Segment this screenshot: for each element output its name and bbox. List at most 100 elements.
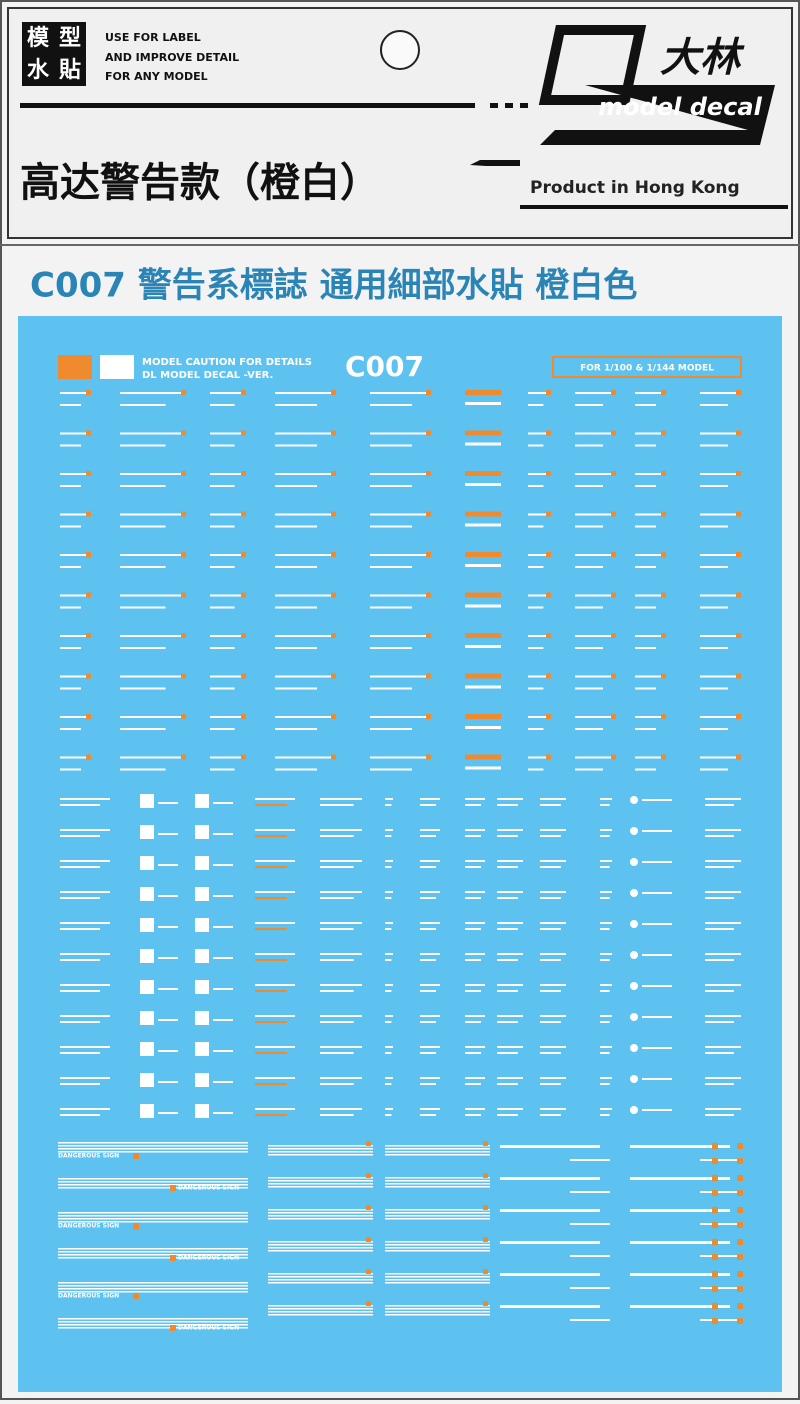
decal-mark bbox=[140, 825, 154, 839]
decal-mark bbox=[465, 1108, 485, 1110]
decal-mark bbox=[60, 473, 90, 475]
decal-mark bbox=[320, 953, 362, 955]
decal-mark bbox=[546, 633, 551, 638]
decal-mark bbox=[611, 592, 616, 598]
decal-mark bbox=[195, 949, 209, 963]
title-accent bbox=[470, 160, 520, 166]
decal-mark bbox=[635, 594, 665, 597]
decal-mark bbox=[570, 1159, 610, 1161]
decal-mark bbox=[366, 1237, 371, 1242]
decal-mark bbox=[58, 1324, 248, 1326]
decal-mark bbox=[700, 1191, 740, 1193]
decal-mark bbox=[268, 1151, 373, 1153]
decal-mark bbox=[630, 1241, 730, 1244]
decal-mark bbox=[600, 1083, 610, 1085]
decal-mark bbox=[497, 953, 523, 955]
decal-mark bbox=[58, 1142, 248, 1144]
decal-mark bbox=[570, 1223, 610, 1225]
decal-mark bbox=[712, 1143, 718, 1149]
decal-mark bbox=[500, 1209, 600, 1212]
decal-mark bbox=[331, 430, 336, 436]
decal-mark bbox=[385, 1218, 490, 1220]
decal-mark bbox=[600, 798, 612, 800]
decal-mark bbox=[465, 471, 501, 476]
decal-mark bbox=[497, 891, 523, 893]
decal-mark bbox=[575, 687, 603, 690]
decal-mark bbox=[275, 728, 317, 730]
decal-mark bbox=[268, 1212, 373, 1214]
decal-mark bbox=[497, 928, 518, 930]
decal-mark bbox=[255, 1052, 287, 1054]
decal-mark bbox=[700, 768, 728, 771]
decal-mark bbox=[500, 1305, 600, 1308]
decal-mark bbox=[465, 891, 485, 893]
decal-mark bbox=[140, 794, 154, 808]
decal-mark bbox=[420, 1021, 436, 1023]
decal-mark bbox=[195, 887, 209, 901]
decal-mark bbox=[320, 959, 354, 961]
decal-mark bbox=[385, 1077, 393, 1079]
decal-mark bbox=[736, 754, 741, 760]
decal-mark bbox=[661, 471, 666, 476]
logo-cn: 大林 bbox=[660, 35, 745, 81]
decal-mark bbox=[737, 1239, 743, 1245]
badge-char: 型 bbox=[59, 26, 81, 51]
decal-mark bbox=[255, 990, 287, 992]
decal-mark bbox=[213, 1081, 233, 1083]
decal-mark bbox=[575, 756, 615, 759]
decal-mark bbox=[385, 866, 392, 868]
decal-mark bbox=[575, 432, 615, 435]
decal-mark bbox=[420, 891, 440, 893]
decal-mark bbox=[737, 1222, 743, 1228]
decal-mark bbox=[575, 485, 603, 487]
decal-mark bbox=[275, 716, 335, 718]
decal-mark bbox=[320, 1021, 354, 1023]
decal-mark bbox=[60, 513, 90, 516]
decal-mark bbox=[58, 1288, 248, 1290]
title: 高达警告款（橙白） bbox=[20, 160, 380, 206]
decal-mark bbox=[370, 756, 430, 759]
decal-mark bbox=[120, 606, 166, 609]
decal-mark bbox=[700, 432, 740, 435]
decal-mark bbox=[60, 1015, 110, 1017]
decal-mark bbox=[611, 673, 616, 679]
decal-mark bbox=[86, 754, 91, 760]
decal-mark bbox=[661, 511, 666, 517]
decal-mark bbox=[705, 959, 734, 961]
decal-mark bbox=[255, 829, 295, 831]
decal-mark bbox=[120, 675, 185, 678]
badge-char: 貼 bbox=[59, 57, 81, 83]
decal-mark bbox=[60, 953, 110, 955]
decal-mark bbox=[275, 404, 317, 406]
decal-mark bbox=[497, 922, 523, 924]
decal-mark bbox=[630, 1044, 638, 1052]
decal-mark bbox=[320, 1077, 362, 1079]
decal-mark bbox=[540, 959, 561, 961]
decal-mark bbox=[320, 1108, 362, 1110]
decal-mark bbox=[420, 928, 436, 930]
decal-mark bbox=[500, 1177, 600, 1180]
decal-mark bbox=[195, 1073, 209, 1087]
decal-mark bbox=[635, 513, 665, 516]
decal-mark bbox=[268, 1314, 373, 1316]
decal-mark bbox=[630, 1013, 638, 1021]
decal-mark bbox=[195, 794, 209, 808]
decal-mark bbox=[370, 404, 412, 406]
decal-mark bbox=[385, 1015, 393, 1017]
decal-mark bbox=[385, 1250, 490, 1252]
decal-mark bbox=[255, 860, 295, 862]
decal-mark bbox=[700, 606, 728, 609]
hang-hole bbox=[380, 30, 420, 70]
decal-mark bbox=[497, 897, 518, 899]
decal-mark bbox=[497, 1021, 518, 1023]
decal-mark bbox=[465, 430, 501, 436]
decal-mark bbox=[385, 835, 392, 837]
badge-char: 水 bbox=[27, 58, 50, 83]
decal-mark bbox=[320, 897, 354, 899]
decal-mark bbox=[642, 861, 672, 863]
decal-mark bbox=[575, 716, 615, 718]
decal-mark bbox=[385, 1052, 392, 1054]
decal-mark bbox=[635, 404, 656, 406]
decal-mark bbox=[210, 647, 235, 649]
